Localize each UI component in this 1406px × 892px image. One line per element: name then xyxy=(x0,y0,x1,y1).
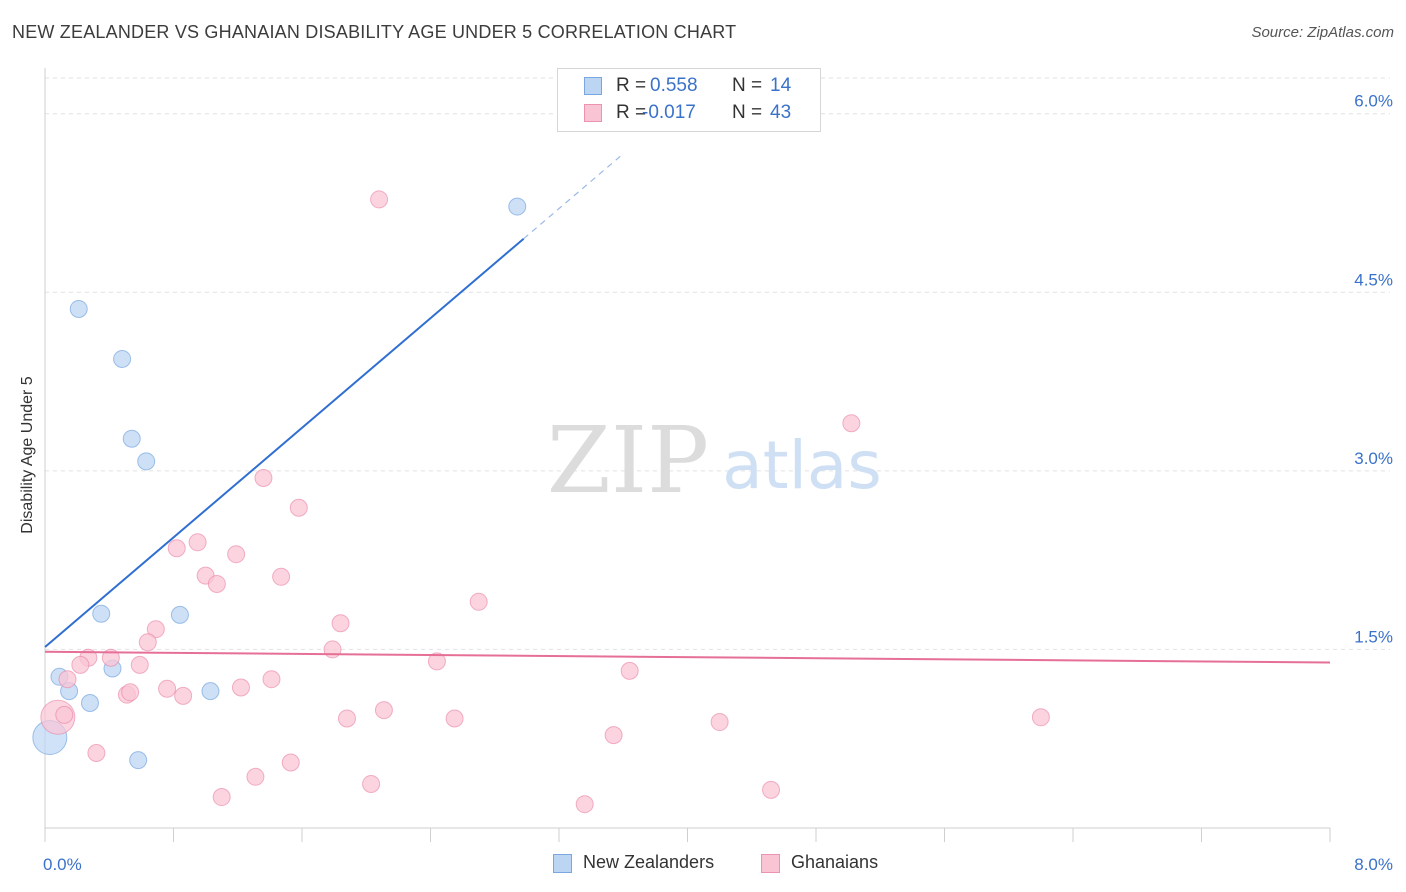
r-label: R = xyxy=(616,102,647,123)
y-tick-label: 1.5% xyxy=(1354,627,1393,646)
point-new-zealander xyxy=(122,429,141,448)
point-ghanaian xyxy=(289,498,308,517)
point-ghanaian xyxy=(272,567,291,586)
n-value: 14 xyxy=(770,75,792,96)
point-ghanaian xyxy=(254,469,273,487)
point-ghanaian xyxy=(71,655,90,674)
legend-label: New Zealanders xyxy=(583,852,715,872)
trend-line-new-zealanders xyxy=(44,237,525,648)
watermark-zip: ZIP xyxy=(547,407,709,514)
r-value: 0.558 xyxy=(650,75,698,96)
point-ghanaian xyxy=(281,753,300,772)
point-ghanaian xyxy=(262,670,281,689)
point-ghanaian xyxy=(231,678,250,697)
tick-labels: 1.5% 3.0% 4.5% 6.0% 0.0% 8.0% xyxy=(43,92,1393,874)
n-label: N = xyxy=(732,102,763,123)
legend-swatch-blue xyxy=(553,854,572,873)
point-ghanaian xyxy=(1031,708,1050,727)
n-value: 43 xyxy=(770,102,792,123)
r-label: R = xyxy=(616,75,647,96)
point-ghanaian xyxy=(604,726,623,745)
r-value: -0.017 xyxy=(642,102,696,123)
gridlines xyxy=(45,77,1390,650)
point-ghanaian xyxy=(710,713,729,732)
point-ghanaian xyxy=(842,414,861,433)
y-tick-label: 6.0% xyxy=(1354,92,1393,111)
point-ghanaian xyxy=(337,709,356,728)
point-ghanaian xyxy=(207,574,226,593)
point-ghanaian xyxy=(167,539,186,558)
point-ghanaian xyxy=(121,683,140,702)
point-new-zealander xyxy=(201,682,220,701)
correlation-legend: R = 0.558 N = 14 R = -0.017 N = 43 xyxy=(557,68,821,132)
point-ghanaian xyxy=(331,614,350,633)
point-ghanaian xyxy=(138,633,157,652)
legend-swatch-blue xyxy=(584,77,602,95)
point-ghanaian xyxy=(323,640,342,659)
point-ghanaian xyxy=(469,592,488,611)
point-ghanaian xyxy=(174,686,193,705)
x-tick-label-min: 0.0% xyxy=(43,855,82,874)
chart-title: NEW ZEALANDER VS GHANAIAN DISABILITY AGE… xyxy=(12,22,737,42)
point-ghanaian xyxy=(212,788,231,807)
watermark-atlas: atlas xyxy=(722,427,882,504)
point-ghanaian xyxy=(762,780,781,799)
point-new-zealander xyxy=(137,452,156,471)
point-ghanaian xyxy=(188,533,207,552)
legend-label: Ghanaians xyxy=(791,852,879,872)
y-tick-label: 3.0% xyxy=(1354,449,1393,468)
legend-swatch-pink xyxy=(584,104,602,122)
point-ghanaian xyxy=(101,648,120,667)
point-new-zealander xyxy=(113,349,132,368)
y-axis-label: Disability Age Under 5 xyxy=(19,376,36,534)
point-ghanaian xyxy=(445,709,464,728)
n-label: N = xyxy=(732,75,763,96)
point-new-zealander xyxy=(170,605,189,624)
trend-lines xyxy=(44,153,1331,664)
point-ghanaian xyxy=(55,705,74,724)
data-points xyxy=(32,190,1050,814)
axes xyxy=(44,68,1331,842)
point-ghanaian xyxy=(575,795,594,814)
x-tick-label-max: 8.0% xyxy=(1354,855,1393,874)
y-tick-label: 4.5% xyxy=(1354,270,1393,289)
trend-line-new-zealanders-extension xyxy=(523,153,624,240)
point-ghanaian xyxy=(130,655,149,674)
point-ghanaian xyxy=(58,670,77,689)
point-new-zealander xyxy=(69,299,88,318)
point-new-zealander xyxy=(508,197,527,216)
point-ghanaian xyxy=(362,774,381,793)
point-ghanaian xyxy=(370,190,389,209)
source-label: Source: ZipAtlas.com xyxy=(1251,24,1394,41)
point-new-zealander xyxy=(129,751,148,770)
point-ghanaian xyxy=(146,620,165,639)
point-ghanaian xyxy=(158,679,177,698)
point-ghanaian xyxy=(246,767,265,786)
point-ghanaian xyxy=(227,545,246,564)
point-new-zealander xyxy=(92,604,111,623)
point-ghanaian xyxy=(87,744,106,762)
point-new-zealander xyxy=(80,694,99,712)
point-ghanaian xyxy=(374,701,393,720)
point-ghanaian xyxy=(427,652,446,671)
trend-line-ghanaians xyxy=(44,650,1331,664)
point-ghanaian xyxy=(620,661,639,680)
legend-swatch-pink xyxy=(761,854,780,873)
